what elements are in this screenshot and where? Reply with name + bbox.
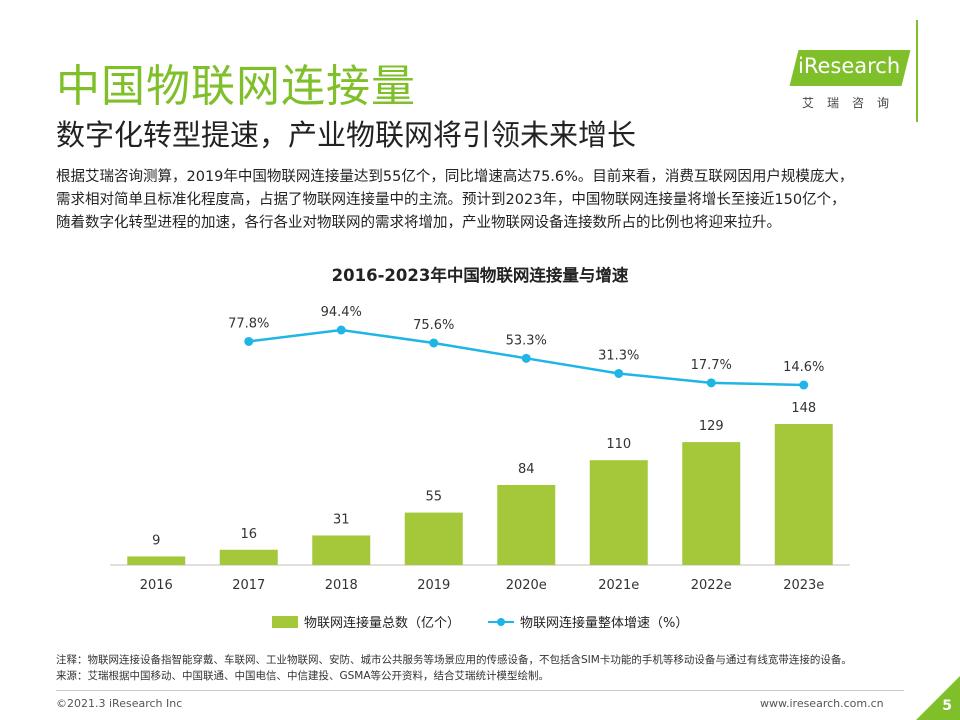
bar xyxy=(404,512,463,565)
growth-value-label: 53.3% xyxy=(506,333,547,348)
legend-line-swatch xyxy=(488,616,514,628)
chart-legend: 物联网连接量总数（亿个） 物联网连接量整体增速（%） xyxy=(0,612,960,634)
bar-value-label: 110 xyxy=(606,437,631,452)
legend-item-line: 物联网连接量整体增速（%） xyxy=(488,612,688,631)
page-subtitle: 数字化转型提速，产业物联网将引领未来增长 xyxy=(56,118,637,152)
bar-value-label: 16 xyxy=(240,527,257,542)
chart-note: 注释：物联网连接设备指智能穿戴、车联网、工业物联网、安防、城市公共服务等场景应用… xyxy=(56,654,852,666)
legend-line-label: 物联网连接量整体增速（%） xyxy=(520,616,689,631)
x-tick-label: 2018 xyxy=(325,578,358,593)
body-paragraph: 根据艾瑞咨询测算，2019年中国物联网连接量达到55亿个，同比增速高达75.6%… xyxy=(56,166,916,235)
logo-text: iResearch xyxy=(798,54,901,78)
growth-value-label: 14.6% xyxy=(783,360,824,375)
legend-bar-label: 物联网连接量总数（亿个） xyxy=(304,616,461,631)
bar xyxy=(127,556,186,565)
bar-value-label: 31 xyxy=(333,512,350,527)
x-tick-label: 2020e xyxy=(506,578,547,593)
x-tick-label: 2017 xyxy=(232,578,265,593)
growth-value-label: 31.3% xyxy=(598,348,639,363)
logo-subtext: 艾瑞咨询 xyxy=(802,96,903,110)
x-tick-label: 2019 xyxy=(417,578,450,593)
growth-value-label: 77.8% xyxy=(228,316,269,331)
chart-source: 来源：艾瑞根据中国移动、中国联通、中国电信、中信建投、GSMA等公开资料，结合艾… xyxy=(56,670,550,682)
growth-point xyxy=(244,336,254,346)
growth-point xyxy=(799,380,809,390)
bar-value-label: 129 xyxy=(699,419,724,434)
logo-divider xyxy=(916,20,918,122)
growth-value-label: 94.4% xyxy=(321,305,362,320)
bar-value-label: 148 xyxy=(791,401,816,416)
bar xyxy=(589,460,648,565)
corner-decoration xyxy=(916,676,960,720)
bar-value-label: 84 xyxy=(518,462,535,477)
growth-point xyxy=(429,338,439,348)
footer-copyright: ©2021.3 iResearch Inc xyxy=(56,697,183,710)
footer-url: www.iresearch.com.cn xyxy=(760,697,884,710)
growth-point xyxy=(336,325,346,335)
growth-point xyxy=(706,378,716,388)
growth-value-label: 17.7% xyxy=(691,358,732,373)
body-line: 根据艾瑞咨询测算，2019年中国物联网连接量达到55亿个，同比增速高达75.6%… xyxy=(56,169,854,185)
bar xyxy=(497,484,556,565)
legend-item-bar: 物联网连接量总数（亿个） xyxy=(272,612,460,631)
iresearch-logo: iResearch 艾瑞咨询 xyxy=(788,50,911,112)
legend-bar-swatch xyxy=(272,615,298,628)
growth-value-label: 75.6% xyxy=(413,318,454,333)
footer-divider xyxy=(56,690,904,691)
x-tick-label: 2023e xyxy=(783,578,824,593)
body-line: 随着数字化转型进程的加速，各行各业对物联网的需求将增加，产业物联网设备连接数所占… xyxy=(56,215,781,231)
x-tick-label: 2016 xyxy=(140,578,173,593)
bar-value-label: 9 xyxy=(152,533,160,548)
page-number: 5 xyxy=(942,698,952,714)
bar xyxy=(219,549,278,565)
page-title: 中国物联网连接量 xyxy=(56,61,416,112)
bar-value-label: 55 xyxy=(425,490,442,505)
body-line: 需求相对简单且标准化程度高，占据了物联网连接量中的主流。预计到2023年，中国物… xyxy=(56,192,846,208)
growth-point xyxy=(521,353,531,363)
growth-point xyxy=(614,368,624,378)
x-tick-label: 2021e xyxy=(598,578,639,593)
bar xyxy=(682,442,741,565)
x-tick-label: 2022e xyxy=(691,578,732,593)
chart-title: 2016-2023年中国物联网连接量与增速 xyxy=(331,266,629,285)
bar xyxy=(774,424,833,565)
bar xyxy=(312,535,371,565)
